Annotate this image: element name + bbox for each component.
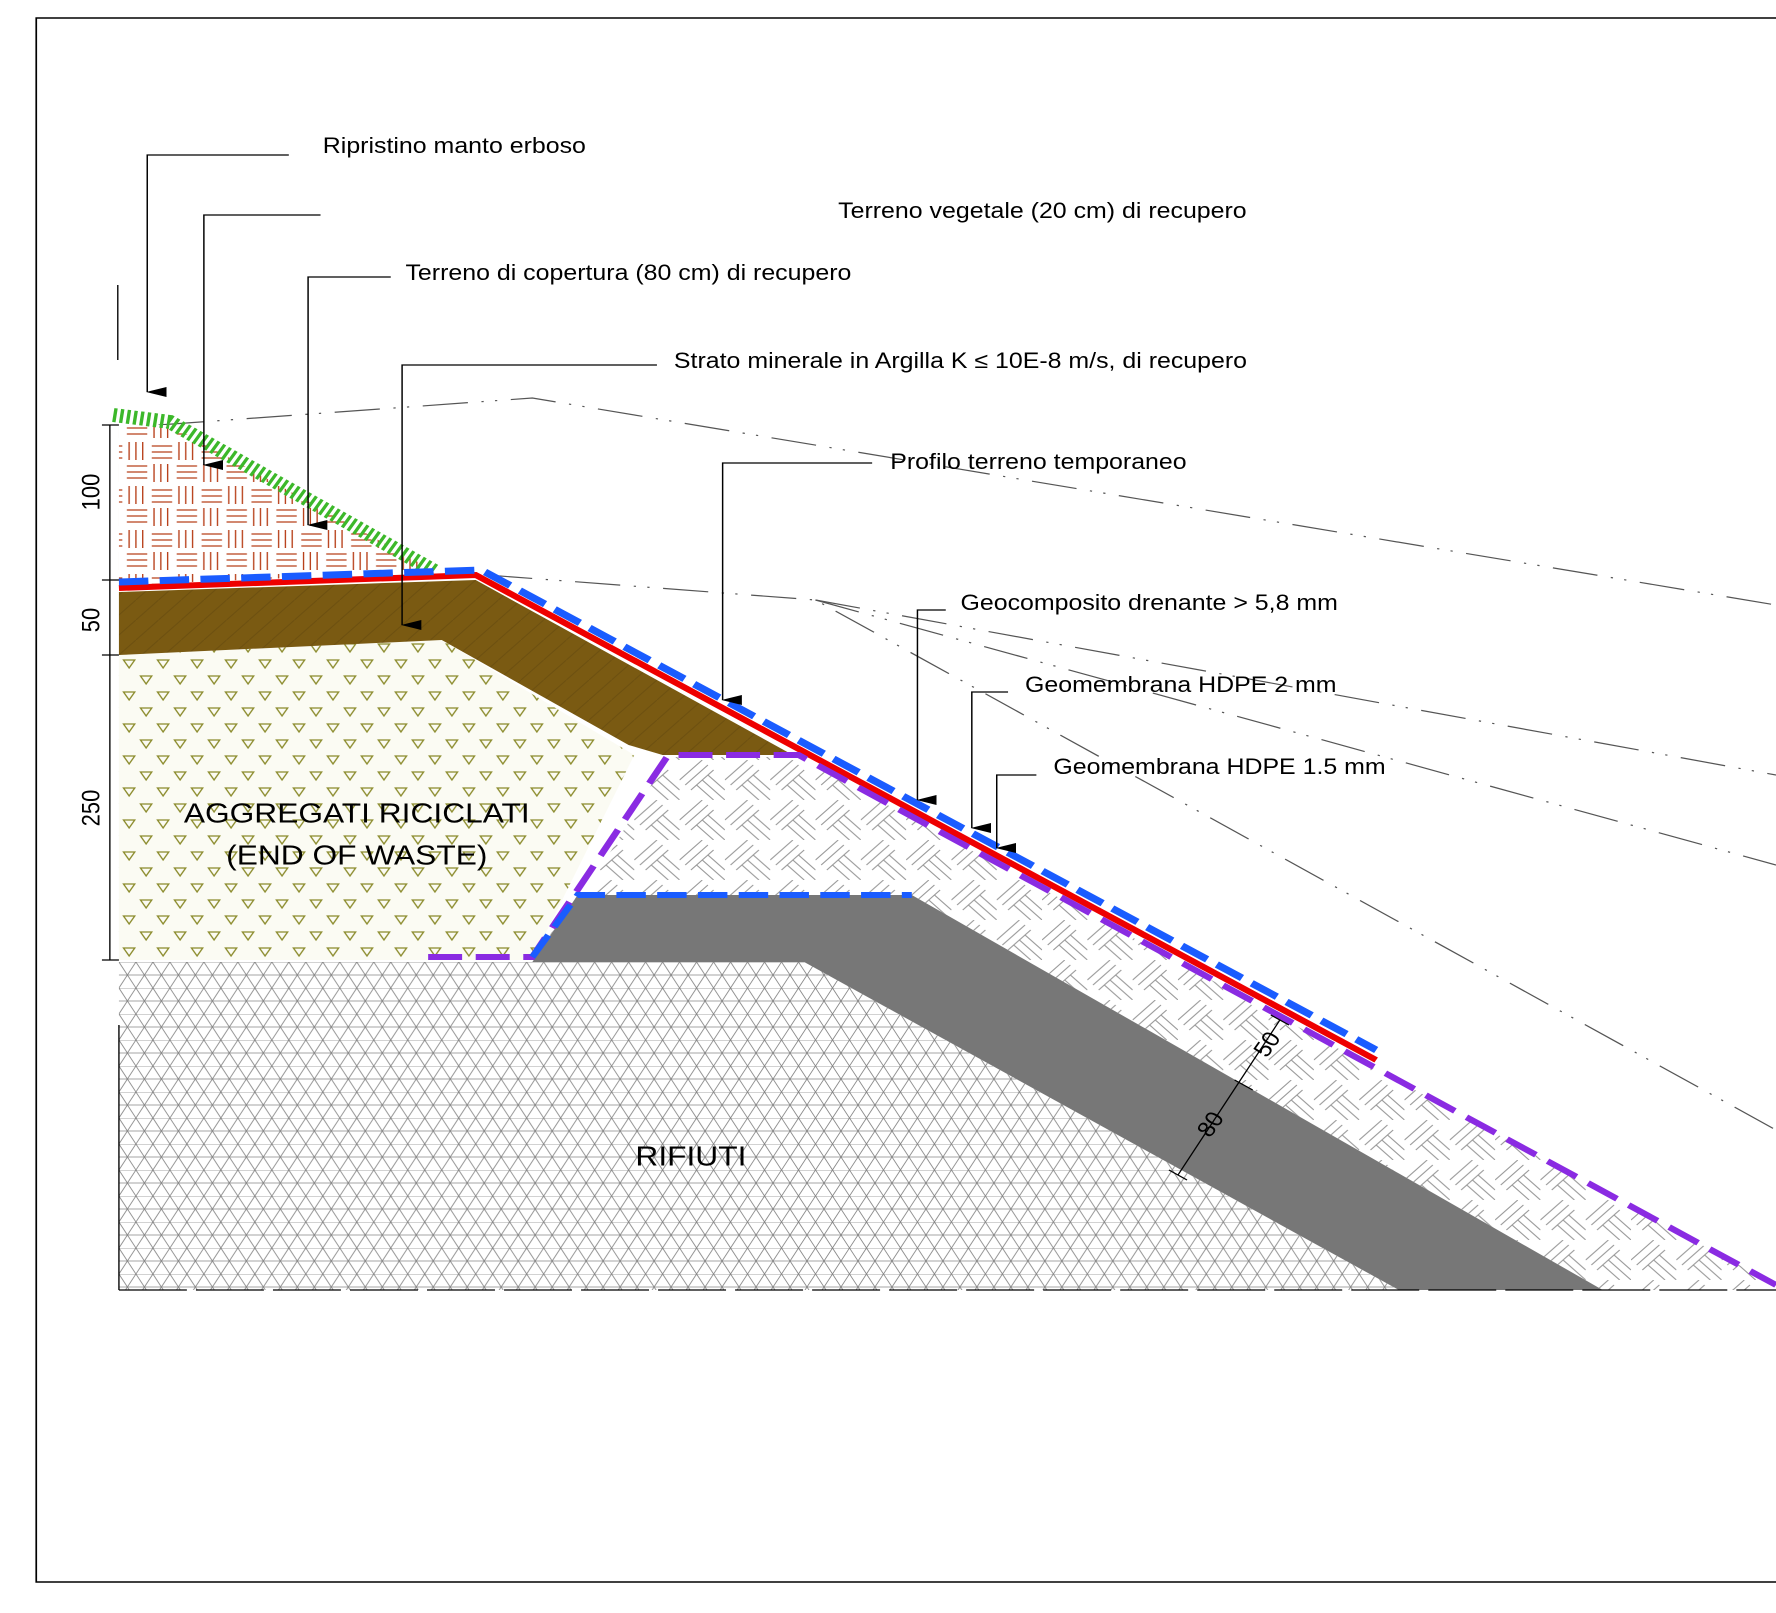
drainage-region [532,757,1776,1290]
label: Terreno vegetale (20 cm) di recupero [838,198,1247,222]
label: Terreno di copertura (80 cm) di recupero [405,260,851,284]
label: Ripristino manto erboso [323,133,586,157]
aggregati-region [118,640,635,960]
label: Strato minerale in Argilla K ≤ 10E-8 m/s… [674,348,1247,372]
label: Geomembrana HDPE 1.5 mm [1053,754,1385,778]
rifiuti-region [118,962,1399,1290]
region-label: (END OF WASTE) [226,840,487,871]
grey-band [532,895,1603,1290]
geocomposite [118,566,1379,1053]
hdpe-1-5 [428,752,1776,1288]
label: Geomembrana HDPE 2 mm [1025,672,1337,696]
cover-soil [118,425,437,585]
region-label: AGGREGATI RICICLATI [184,798,530,829]
dimension-label: 250 [77,790,105,827]
dimension-lines [101,285,1290,1181]
blue-dash [529,892,912,959]
frame [35,17,1776,1583]
label: Profilo terreno temporaneo [890,449,1186,473]
profile-lines [158,397,1776,1131]
clay-layer [118,580,793,755]
hdpe-2 [118,571,1378,1063]
grass [112,408,441,578]
region-label: RIFIUTI [635,1141,746,1172]
dimension-label: 100 [77,474,105,511]
dimension-label: 50 [77,608,105,632]
label: Geocomposito drenante > 5,8 mm [960,590,1337,614]
leaders [146,154,1037,853]
